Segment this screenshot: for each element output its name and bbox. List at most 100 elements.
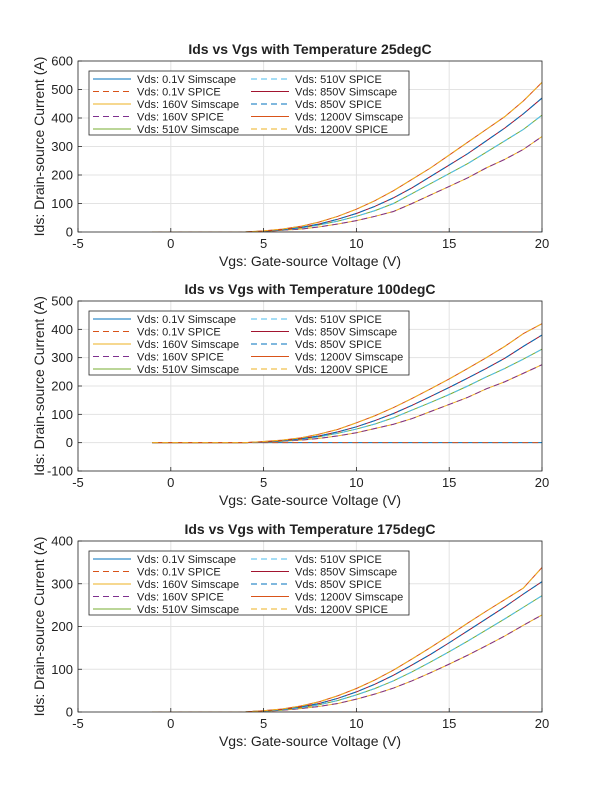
- x-tick-label: 5: [260, 716, 267, 731]
- x-axis-label: Vgs: Gate-source Voltage (V): [219, 733, 401, 749]
- legend-entry-6: Vds: 510V SPICE: [295, 314, 382, 326]
- legend-entry-5: Vds: 510V Simscape: [137, 364, 239, 376]
- legend-entry-6: Vds: 510V SPICE: [295, 74, 382, 86]
- y-axis-label: Ids: Drain-source Current (A): [31, 57, 47, 237]
- series-line-4: [152, 136, 542, 232]
- y-tick-label: 0: [66, 225, 73, 240]
- y-tick-label: 0: [66, 705, 73, 720]
- series-line-10: [152, 82, 542, 232]
- legend-entry-2: Vds: 0.1V SPICE: [137, 87, 221, 99]
- y-tick-label: 100: [51, 407, 73, 422]
- legend-entry-1: Vds: 0.1V Simscape: [137, 554, 236, 566]
- y-tick-label: 400: [51, 111, 73, 126]
- legend-entry-3: Vds: 160V Simscape: [137, 579, 239, 591]
- x-tick-label: 15: [442, 236, 456, 251]
- y-tick-label: 100: [51, 662, 73, 677]
- series-group: [152, 82, 542, 232]
- legend-entry-4: Vds: 160V SPICE: [137, 352, 224, 364]
- legend-entry-5: Vds: 510V Simscape: [137, 604, 239, 616]
- legend-box: [88, 550, 410, 616]
- legend-box: [88, 70, 410, 136]
- y-axis-label: Ids: Drain-source Current (A): [31, 537, 47, 717]
- legend-entry-9: Vds: 1200V Simscape: [295, 352, 403, 364]
- x-tick-label: 0: [167, 716, 174, 731]
- legend-entry-10: Vds: 1200V SPICE: [295, 124, 388, 136]
- legend-entry-8: Vds: 850V SPICE: [295, 339, 382, 351]
- series-line-10: [152, 323, 542, 444]
- legend-entry-3: Vds: 160V Simscape: [137, 339, 239, 351]
- y-tick-label: 600: [51, 54, 73, 69]
- x-tick-label: 20: [535, 475, 549, 490]
- y-tick-label: 100: [51, 196, 73, 211]
- legend-entry-2: Vds: 0.1V SPICE: [137, 567, 221, 579]
- y-tick-label: 400: [51, 534, 73, 549]
- x-tick-label: 10: [349, 236, 363, 251]
- x-tick-label: 5: [260, 475, 267, 490]
- x-tick-label: 15: [442, 716, 456, 731]
- legend-entry-4: Vds: 160V SPICE: [137, 592, 224, 604]
- legend-entry-5: Vds: 510V Simscape: [137, 124, 239, 136]
- y-tick-label: -100: [47, 464, 73, 479]
- y-tick-label: 300: [51, 350, 73, 365]
- chart-title: Ids vs Vgs with Temperature 100degC: [184, 281, 435, 297]
- series-line-4: [152, 614, 542, 712]
- legend-entry-4: Vds: 160V SPICE: [137, 112, 224, 124]
- y-tick-label: 300: [51, 576, 73, 591]
- y-tick-label: 200: [51, 619, 73, 634]
- legend-entry-7: Vds: 850V Simscape: [295, 567, 397, 579]
- legend-entry-3: Vds: 160V Simscape: [137, 99, 239, 111]
- y-tick-label: 200: [51, 379, 73, 394]
- x-tick-label: 5: [260, 236, 267, 251]
- legend-entry-7: Vds: 850V Simscape: [295, 87, 397, 99]
- y-axis-label: Ids: Drain-source Current (A): [31, 296, 47, 476]
- x-tick-label: 20: [535, 236, 549, 251]
- legend-entry-1: Vds: 0.1V Simscape: [137, 74, 236, 86]
- x-tick-label: 0: [167, 475, 174, 490]
- x-tick-label: -5: [72, 716, 84, 731]
- series-line-6: [152, 595, 542, 712]
- y-tick-label: 500: [51, 294, 73, 309]
- legend-entry-8: Vds: 850V SPICE: [295, 99, 382, 111]
- series-line-6: [152, 114, 542, 232]
- legend-entry-2: Vds: 0.1V SPICE: [137, 327, 221, 339]
- subplot-2: -5 0 5 10 15 20 -100 0 100 200 300 400 500 Ids vs Vgs…: [31, 281, 549, 508]
- series-group: [152, 567, 542, 712]
- series-line-6: [152, 348, 542, 444]
- x-tick-label: 0: [167, 236, 174, 251]
- x-tick-label: -5: [72, 475, 84, 490]
- x-tick-label: 15: [442, 475, 456, 490]
- series-line-7: [152, 97, 542, 232]
- y-tick-label: 300: [51, 139, 73, 154]
- y-tick-label: 200: [51, 168, 73, 183]
- series-line-10: [152, 567, 542, 712]
- x-tick-label: 10: [349, 475, 363, 490]
- legend-entry-8: Vds: 850V SPICE: [295, 579, 382, 591]
- x-axis-label: Vgs: Gate-source Voltage (V): [219, 492, 401, 508]
- legend-entry-9: Vds: 1200V Simscape: [295, 112, 403, 124]
- legend-box: [88, 310, 410, 376]
- legend-entry-6: Vds: 510V SPICE: [295, 554, 382, 566]
- legend-entry-10: Vds: 1200V SPICE: [295, 604, 388, 616]
- chart-title: Ids vs Vgs with Temperature 175degC: [184, 521, 435, 537]
- x-axis-label: Vgs: Gate-source Voltage (V): [219, 253, 401, 269]
- series-line-8: [152, 334, 542, 444]
- x-tick-label: 20: [535, 716, 549, 731]
- y-tick-label: 0: [66, 435, 73, 450]
- x-tick-label: 10: [349, 716, 363, 731]
- series-group: [152, 323, 542, 444]
- legend-entry-9: Vds: 1200V Simscape: [295, 592, 403, 604]
- x-tick-label: -5: [72, 236, 84, 251]
- chart-title: Ids vs Vgs with Temperature 25degC: [188, 41, 431, 57]
- legend-entry-10: Vds: 1200V SPICE: [295, 364, 388, 376]
- legend-entry-1: Vds: 0.1V Simscape: [137, 314, 236, 326]
- legend-entry-7: Vds: 850V Simscape: [295, 327, 397, 339]
- y-tick-label: 500: [51, 82, 73, 97]
- series-line-4: [152, 364, 542, 444]
